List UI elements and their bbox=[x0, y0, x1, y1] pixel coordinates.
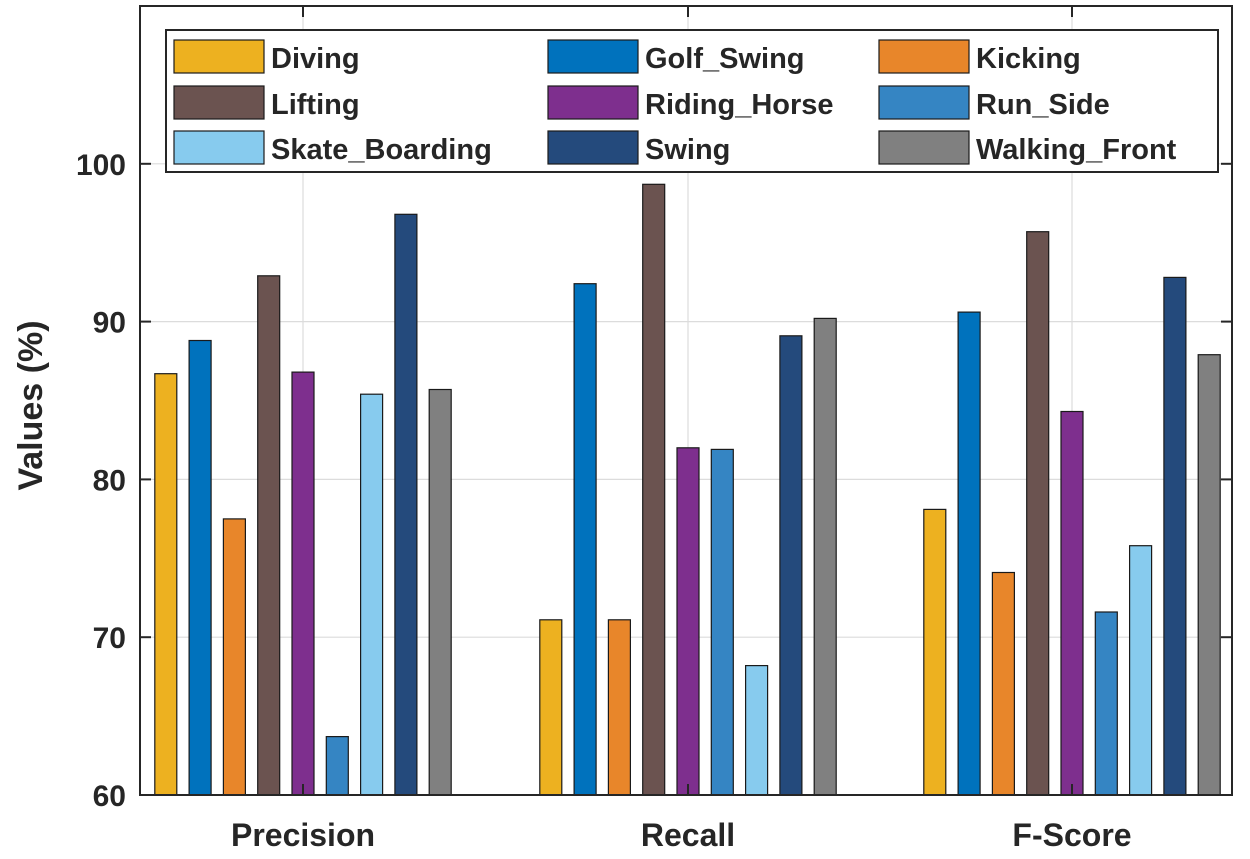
bar-swing-precision bbox=[394, 213, 418, 796]
legend-item-diving: Diving bbox=[173, 39, 360, 75]
y-tick-labels: 60 70 80 90 100 bbox=[76, 149, 126, 813]
legend-swatch bbox=[878, 39, 970, 74]
legend-item-riding-horse: Riding_Horse bbox=[547, 85, 834, 121]
bar-walking-front-precision bbox=[428, 388, 452, 796]
bar-diving-recall bbox=[539, 619, 563, 796]
x-category-label: Recall bbox=[641, 817, 735, 853]
x-category-label: F-Score bbox=[1012, 817, 1131, 853]
bar-skate-boarding-recall bbox=[744, 664, 769, 796]
legend-item-run-side: Run_Side bbox=[878, 85, 1110, 121]
legend-label: Lifting bbox=[271, 89, 360, 121]
legend-swatch bbox=[173, 85, 265, 120]
bar-walking-front-f-score bbox=[1197, 354, 1221, 796]
legend-items: Diving Golf_Swing Kicking Lifting Riding_Hor… bbox=[173, 39, 1177, 166]
y-tick-label: 80 bbox=[93, 464, 126, 497]
legend-item-lifting: Lifting bbox=[173, 85, 360, 121]
legend-item-golf-swing: Golf_Swing bbox=[547, 39, 805, 75]
legend-swatch bbox=[878, 85, 970, 120]
legend-box bbox=[165, 29, 1219, 173]
bar-swing-f-score bbox=[1163, 276, 1187, 796]
bar-riding-horse-precision bbox=[291, 371, 315, 796]
legend-swatch bbox=[173, 130, 265, 165]
legend-label: Diving bbox=[271, 43, 360, 75]
bar-swing-recall bbox=[779, 335, 803, 796]
legend-label: Swing bbox=[645, 134, 730, 166]
bar-lifting-recall bbox=[642, 183, 666, 796]
legend-swatch bbox=[547, 39, 639, 74]
bar-lifting-precision bbox=[257, 275, 281, 796]
legend-swatch bbox=[878, 130, 970, 165]
legend: Diving Golf_Swing Kicking Lifting Riding_Hor… bbox=[165, 29, 1219, 173]
bar-diving-precision bbox=[154, 373, 178, 796]
bar-skate-boarding-precision bbox=[360, 393, 384, 796]
y-tick-label: 90 bbox=[93, 307, 126, 340]
bar-golf-swing-precision bbox=[188, 339, 212, 796]
bar-run-side-recall bbox=[710, 448, 734, 796]
bar-golf-swing-f-score bbox=[957, 311, 981, 796]
y-tick-label: 70 bbox=[93, 622, 126, 655]
bar-kicking-precision bbox=[222, 518, 246, 796]
legend-label: Skate_Boarding bbox=[271, 134, 492, 166]
x-category-label: Precision bbox=[231, 817, 375, 853]
legend-item-walking-front: Walking_Front bbox=[878, 130, 1177, 166]
legend-label: Walking_Front bbox=[976, 134, 1177, 166]
legend-label: Kicking bbox=[976, 43, 1081, 75]
bars bbox=[154, 183, 1221, 796]
legend-item-swing: Swing bbox=[547, 130, 730, 166]
y-tick-label: 100 bbox=[76, 149, 126, 182]
legend-label: Riding_Horse bbox=[645, 89, 834, 121]
y-axis-label: Values (%) bbox=[12, 320, 50, 490]
bar-riding-horse-recall bbox=[676, 447, 700, 796]
bar-kicking-f-score bbox=[991, 571, 1016, 796]
bar-walking-front-recall bbox=[813, 317, 837, 796]
bar-skate-boarding-f-score bbox=[1128, 545, 1153, 796]
legend-swatch bbox=[547, 130, 639, 165]
plot-frame bbox=[139, 5, 1233, 796]
axis-ticks bbox=[140, 6, 1232, 796]
bar-kicking-recall bbox=[607, 619, 632, 796]
legend-swatch bbox=[547, 85, 639, 120]
bar-diving-f-score bbox=[923, 508, 947, 796]
bar-riding-horse-f-score bbox=[1060, 410, 1084, 796]
x-category-labels: Precision Recall F-Score bbox=[231, 817, 1132, 853]
bar-run-side-precision bbox=[325, 735, 349, 796]
legend-label: Golf_Swing bbox=[645, 43, 805, 75]
bar-run-side-f-score bbox=[1094, 611, 1118, 796]
y-tick-label: 60 bbox=[93, 780, 126, 813]
bar-golf-swing-recall bbox=[573, 283, 597, 796]
legend-label: Run_Side bbox=[976, 89, 1110, 121]
legend-item-skate-boarding: Skate_Boarding bbox=[173, 130, 492, 166]
legend-swatch bbox=[173, 39, 265, 74]
bar-lifting-f-score bbox=[1026, 231, 1050, 796]
legend-item-kicking: Kicking bbox=[878, 39, 1081, 75]
